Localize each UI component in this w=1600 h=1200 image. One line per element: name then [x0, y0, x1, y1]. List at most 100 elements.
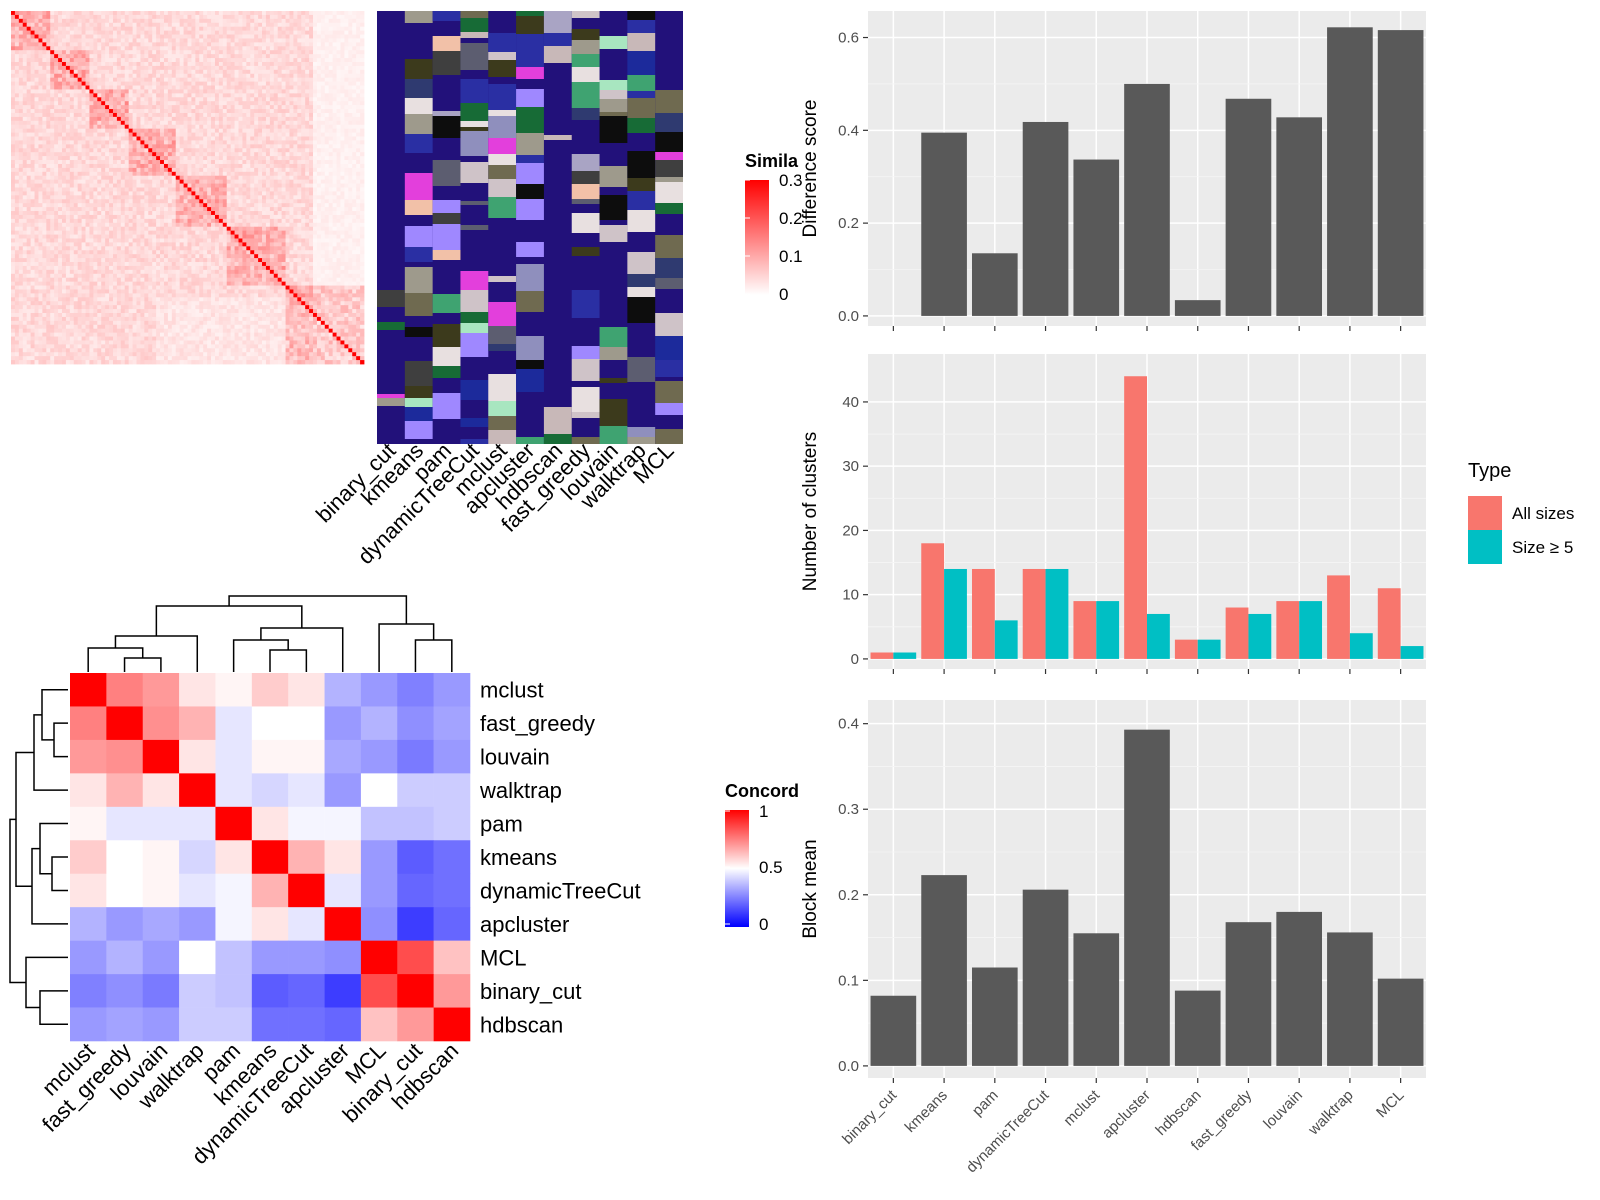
- concordance-dendrograms: [9, 595, 453, 1026]
- concordance-row-label: binary_cut: [480, 979, 582, 1004]
- concordance-row-label: dynamicTreeCut: [480, 879, 641, 904]
- concordance-cell: [106, 739, 144, 774]
- bar-size5: [944, 568, 967, 659]
- similarity-legend-title: Simila: [745, 151, 799, 171]
- concordance-cell: [397, 873, 434, 908]
- bar: [1276, 117, 1322, 316]
- concordance-cell: [397, 974, 434, 1008]
- concordance-cell: [70, 706, 107, 741]
- concordance-cell: [324, 806, 362, 841]
- concordance-cell: [360, 873, 398, 908]
- x-tick-label: pam: [969, 1087, 1002, 1120]
- y-tick-label: 30: [842, 458, 859, 475]
- concordance-cell: [288, 673, 325, 707]
- bar-all-sizes: [921, 543, 945, 659]
- bar-all-sizes: [1327, 575, 1350, 659]
- concordance-cell: [324, 873, 362, 908]
- concordance-cell: [324, 739, 362, 774]
- concordance-cell: [70, 739, 107, 774]
- y-axis-label: Block mean: [800, 839, 821, 938]
- concordance-cell: [142, 739, 180, 774]
- concordance-cell: [251, 840, 289, 875]
- concordance-cell: [106, 1007, 144, 1042]
- bar-all-sizes: [1225, 607, 1249, 659]
- concordance-cell: [179, 907, 216, 941]
- concordance-cell: [433, 974, 471, 1008]
- concordance-row-label: fast_greedy: [480, 711, 595, 736]
- concordance-cell: [179, 739, 216, 774]
- bar: [1225, 98, 1272, 316]
- bar: [1225, 922, 1272, 1066]
- bar-size5: [1248, 613, 1272, 659]
- bar: [1022, 121, 1069, 316]
- concordance-cell: [433, 840, 471, 875]
- concordance-row-label: MCL: [480, 945, 526, 970]
- y-tick-label: 40: [842, 394, 859, 411]
- concordance-cell: [106, 806, 144, 841]
- similarity-tick-label: 0.3: [779, 171, 803, 190]
- concordance-cell: [433, 1007, 471, 1042]
- concordance-cell: [215, 706, 253, 741]
- similarity-heatmap: [11, 11, 365, 365]
- concordance-cell: [251, 873, 289, 908]
- concordance-row-label: kmeans: [480, 845, 557, 870]
- concordance-cell: [179, 806, 216, 841]
- bar-chart-2: 0 10 20 30 40 Number of clusters: [800, 354, 1426, 674]
- concordance-cell: [215, 673, 253, 707]
- concordance-cell: [70, 873, 107, 908]
- concordance-cell: [70, 673, 107, 707]
- concordance-cell: [142, 673, 180, 707]
- bar-size5: [994, 620, 1018, 659]
- concordance-cell: [288, 1007, 325, 1042]
- concordance-cell: [360, 974, 398, 1008]
- concordance-cell: [397, 840, 434, 875]
- y-tick-label: 0.0: [838, 1058, 859, 1075]
- concordance-cell: [215, 1007, 253, 1042]
- concordance-cell: [142, 907, 180, 941]
- concordance-cell: [179, 673, 216, 707]
- concordance-cell: [397, 806, 434, 841]
- concordance-cell: [360, 706, 398, 741]
- concordance-cell: [251, 940, 289, 975]
- concordance-cell: [70, 974, 107, 1008]
- y-tick-label: 0.2: [838, 887, 859, 904]
- legend-swatch-size5: [1468, 530, 1502, 564]
- bar: [1174, 990, 1221, 1066]
- concordance-cell: [433, 773, 471, 808]
- concordance-cell: [251, 806, 289, 841]
- x-tick-label: MCL: [1373, 1087, 1407, 1121]
- x-tick-label: hdbscan: [1152, 1087, 1204, 1139]
- concordance-legend-title: Concord: [725, 781, 799, 801]
- y-axis-label: Difference score: [800, 100, 821, 238]
- y-tick-label: 0.4: [838, 122, 859, 139]
- concordance-cell: [251, 1007, 289, 1042]
- y-tick-label: 0.3: [838, 801, 859, 818]
- concordance-cell: [324, 773, 362, 808]
- bar-size5: [1045, 568, 1069, 659]
- concordance-cell: [288, 840, 325, 875]
- type-legend-title: Type: [1468, 460, 1511, 482]
- concordance-cell: [215, 974, 253, 1008]
- concordance-cell: [215, 907, 253, 941]
- bar: [1022, 889, 1069, 1066]
- concordance-cell: [251, 907, 289, 941]
- cluster-membership-heatmap: [377, 11, 683, 444]
- concordance-cell: [288, 806, 325, 841]
- concordance-cell: [142, 806, 180, 841]
- bar-all-sizes: [1276, 601, 1300, 659]
- y-tick-label: 0.4: [838, 716, 859, 733]
- concordance-row-label: pam: [480, 812, 523, 837]
- concordance-cell: [106, 773, 144, 808]
- x-tick-label: binary_cut: [839, 1086, 901, 1148]
- similarity-colorbar: [745, 180, 769, 295]
- bar: [870, 995, 917, 1066]
- type-legend: Type All sizes Size ≥ 5: [1468, 460, 1574, 564]
- concordance-cell: [142, 1007, 180, 1042]
- concordance-cell: [324, 673, 362, 707]
- concordance-cell: [360, 1007, 398, 1042]
- concordance-cell: [106, 940, 144, 975]
- bar-size5: [1349, 633, 1373, 659]
- concordance-cell: [179, 840, 216, 875]
- concordance-cell: [251, 974, 289, 1008]
